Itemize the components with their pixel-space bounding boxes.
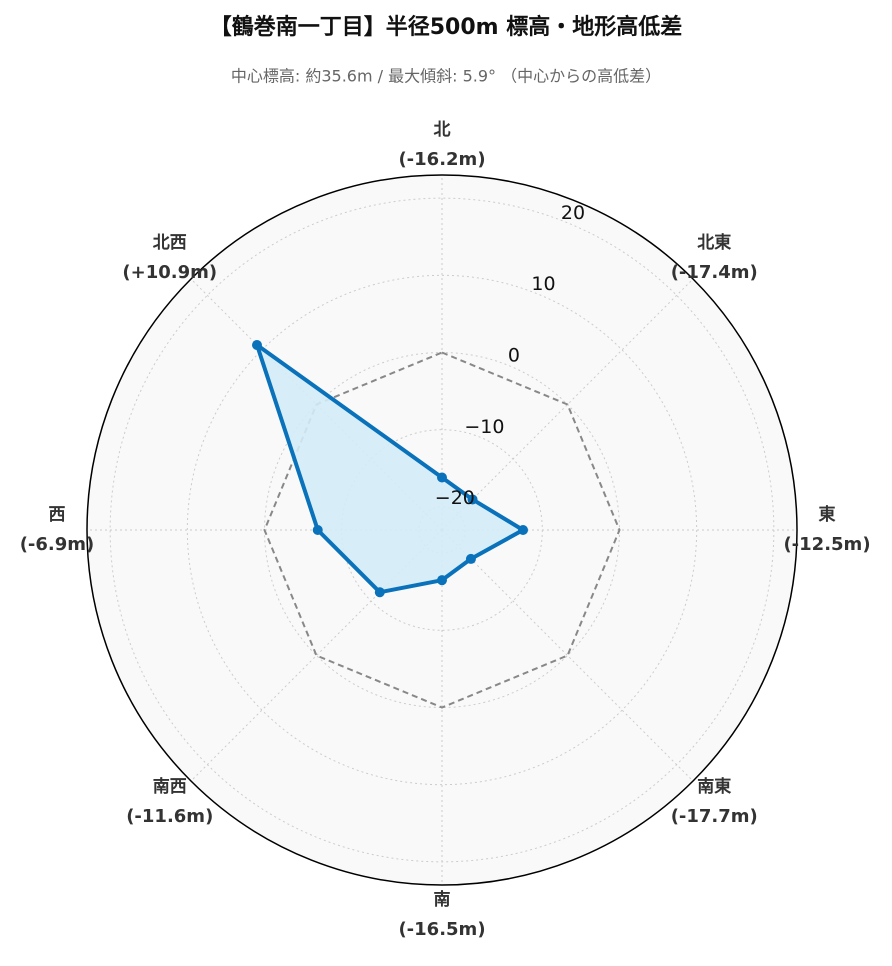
value-label: (-17.4m) xyxy=(671,262,758,283)
data-point xyxy=(465,553,476,564)
chart-subtitle: 中心標高: 約35.6m / 最大傾斜: 5.9° （中心からの高低差） xyxy=(231,67,661,86)
value-label: (-17.7m) xyxy=(671,806,758,827)
data-point xyxy=(437,472,447,483)
data-point xyxy=(518,525,529,535)
value-label: (+10.9m) xyxy=(122,262,217,283)
data-point xyxy=(467,494,478,505)
data-point xyxy=(252,340,263,351)
value-label: (-12.5m) xyxy=(783,534,870,555)
value-label: (-6.9m) xyxy=(20,534,95,555)
category-label: 南東 xyxy=(697,776,731,797)
r-tick-label: −10 xyxy=(464,416,504,438)
grid-spoke xyxy=(441,529,694,782)
category-label: 南西 xyxy=(153,776,187,797)
value-label: (-16.2m) xyxy=(398,149,485,170)
data-point xyxy=(374,587,385,598)
data-point xyxy=(312,525,323,535)
r-tick-label: 0 xyxy=(508,345,520,367)
value-label: (-11.6m) xyxy=(126,806,213,827)
plot-border xyxy=(86,174,798,886)
category-label: 北西 xyxy=(153,233,187,253)
category-label: 東 xyxy=(819,504,836,525)
data-point xyxy=(437,575,447,586)
category-label: 北東 xyxy=(697,232,731,253)
grid-spoke xyxy=(190,529,443,782)
r-tick-label: 10 xyxy=(531,273,555,295)
chart-title: 【鶴巻南一丁目】半径500m 標高・地形高低差 xyxy=(210,14,683,40)
grid-spoke xyxy=(190,278,443,531)
category-label: 北 xyxy=(434,120,451,140)
grid-ring xyxy=(186,274,698,786)
r-tick-label: −20 xyxy=(435,487,475,509)
category-label: 西 xyxy=(49,505,66,525)
value-label: (-16.5m) xyxy=(398,919,485,940)
category-label: 南 xyxy=(434,889,451,910)
grid-spoke xyxy=(441,278,694,531)
r-tick-label: 20 xyxy=(561,202,585,224)
